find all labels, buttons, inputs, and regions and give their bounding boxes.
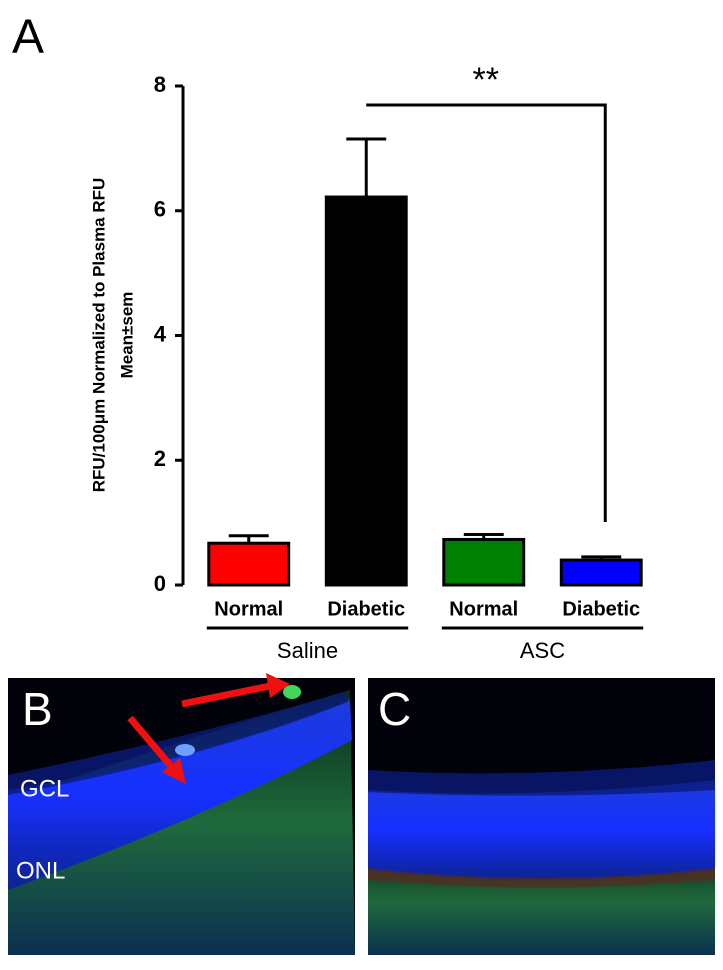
y-tick-label: 4 bbox=[154, 321, 167, 346]
bar bbox=[324, 195, 408, 587]
group-label: Saline bbox=[277, 638, 338, 663]
x-tick-label: Diabetic bbox=[562, 598, 640, 620]
y-tick-label: 0 bbox=[154, 571, 166, 596]
significance-bracket bbox=[366, 103, 607, 522]
image-label: C bbox=[378, 683, 411, 735]
y-tick-label: 6 bbox=[154, 197, 166, 222]
x-tick-label: Diabetic bbox=[327, 598, 405, 620]
y-tick-label: 8 bbox=[154, 72, 166, 97]
bar bbox=[442, 537, 526, 587]
x-tick-label: Normal bbox=[214, 598, 283, 620]
layer-label: ONL bbox=[16, 857, 65, 884]
bar bbox=[559, 558, 643, 587]
y-label-line: Mean±sem bbox=[117, 292, 136, 379]
group-label: ASC bbox=[520, 638, 565, 663]
significance-label: ** bbox=[473, 61, 499, 99]
bar bbox=[207, 541, 291, 587]
y-tick-label: 2 bbox=[154, 446, 166, 471]
image-label: B bbox=[22, 683, 53, 735]
micrograph-b bbox=[8, 673, 355, 955]
layer-label: GCL bbox=[20, 775, 69, 802]
panel-label: A bbox=[12, 11, 44, 64]
x-tick-label: Normal bbox=[449, 598, 518, 620]
y-axis-label: RFU/100μm Normalized to Plasma RFU Mean±… bbox=[89, 178, 136, 493]
micrograph-c bbox=[368, 678, 715, 955]
y-label-line: RFU/100μm Normalized to Plasma RFU bbox=[89, 178, 108, 493]
